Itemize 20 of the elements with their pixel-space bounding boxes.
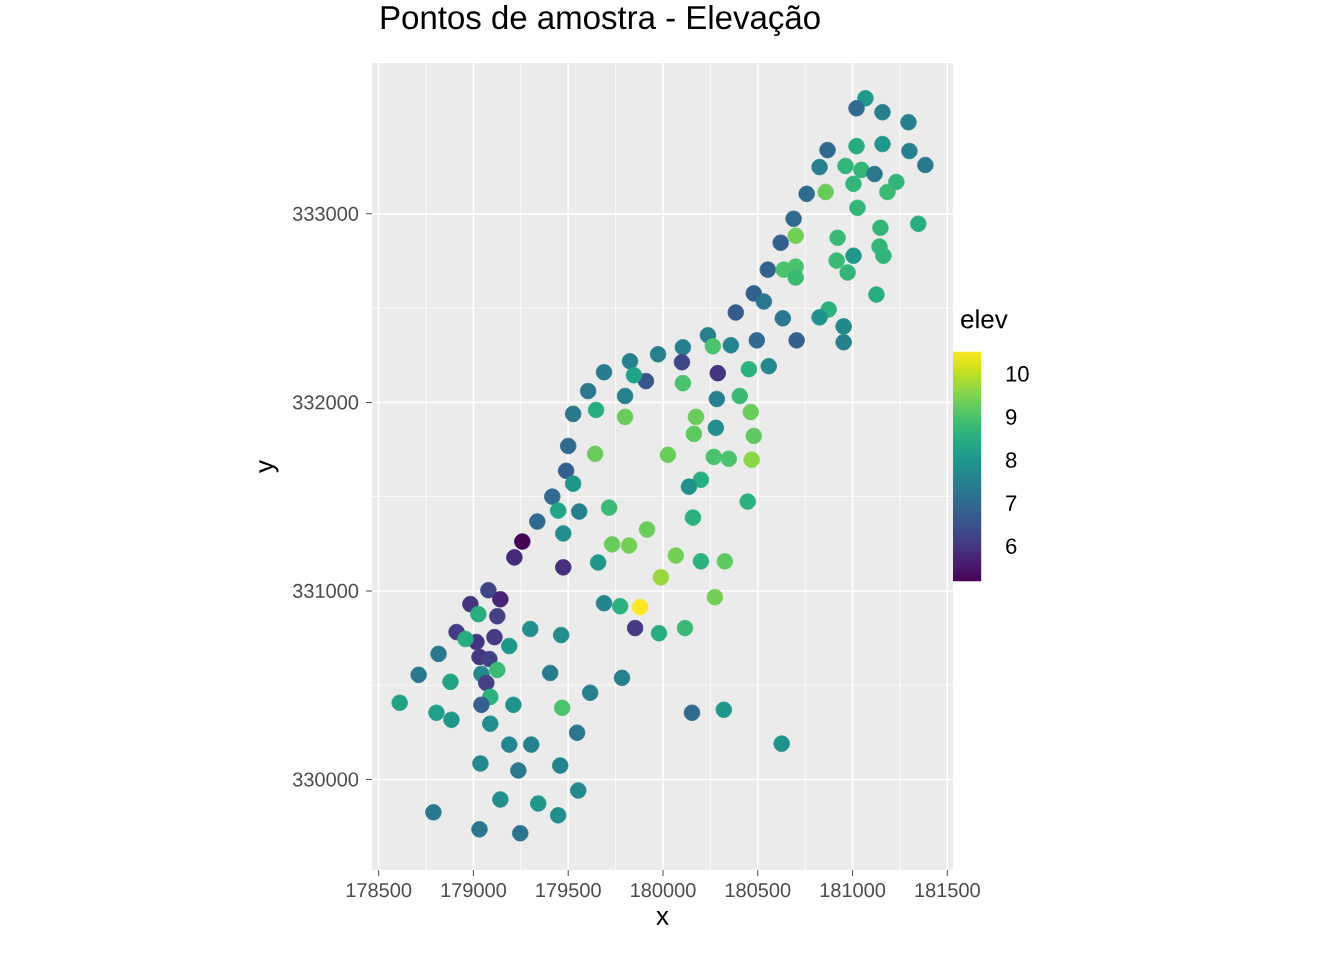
color-bar-label: 9	[1006, 409, 1017, 425]
color-bar-label: 7	[1006, 495, 1017, 511]
color-bar-label: 6	[1006, 538, 1017, 554]
y-axis-title: y	[259, 460, 279, 473]
y-tick-label: 330000	[292, 772, 359, 787]
x-tick-label: 180000	[631, 883, 696, 898]
x-tick-label: 181000	[820, 883, 886, 898]
y-tick-label: 333000	[292, 206, 359, 221]
color-bar-title: elev	[961, 309, 1008, 329]
color-bar-label: 10	[1006, 366, 1029, 382]
x-tick-label: 180500	[725, 883, 791, 898]
x-tick-label: 181500	[915, 883, 980, 898]
chart-title: Pontos de amostra - Elevação	[381, 5, 820, 36]
y-tick-label: 331000	[292, 583, 359, 599]
x-tick-label: 179000	[441, 883, 506, 898]
x-tick-label: 178500	[346, 883, 412, 898]
y-tick-label: 332000	[292, 395, 359, 410]
x-axis-title: x	[656, 910, 669, 925]
x-tick-label: 179500	[536, 883, 601, 898]
color-bar-label: 8	[1006, 452, 1017, 468]
